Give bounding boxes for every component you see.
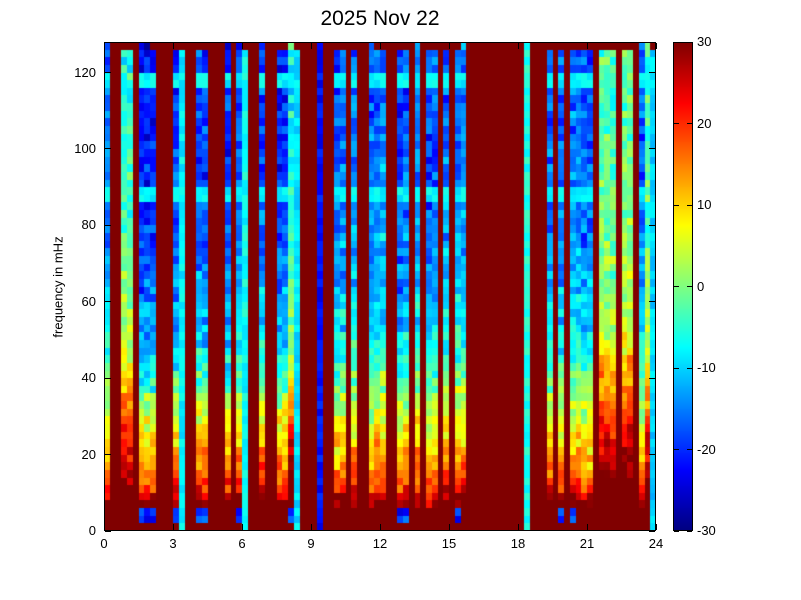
y-tick-mark-right	[649, 148, 655, 150]
y-tick-mark-right	[649, 224, 655, 226]
y-tick-label: 80	[81, 217, 96, 233]
y-tick-mark-right	[649, 72, 655, 74]
x-tick-label: 6	[238, 536, 246, 551]
y-tick-mark	[105, 301, 111, 303]
x-tick-mark	[517, 524, 519, 530]
x-tick-mark	[241, 524, 243, 530]
y-tick-label: 40	[81, 370, 96, 386]
colorbar-tick-mark-right	[687, 449, 692, 450]
x-tick-label: 18	[510, 536, 526, 551]
colorbar-tick-mark	[674, 123, 679, 124]
y-tick-mark	[105, 148, 111, 150]
x-tick-label: 12	[372, 536, 388, 551]
colorbar-tick-mark-right	[687, 123, 692, 124]
y-tick-label: 60	[81, 293, 96, 309]
x-tick-label: 3	[169, 536, 177, 551]
x-tick-label: 24	[648, 536, 664, 551]
y-tick-label: 20	[81, 446, 96, 462]
y-tick-mark	[105, 72, 111, 74]
colorbar-tick-label: 0	[697, 278, 705, 294]
y-tick-mark	[105, 530, 111, 532]
x-tick-mark-top	[655, 43, 657, 49]
colorbar-tick-label: 20	[697, 115, 712, 131]
colorbar-tick-label: -10	[697, 360, 716, 375]
y-tick-label: 120	[74, 64, 96, 80]
y-tick-mark-right	[649, 301, 655, 303]
colorbar-tick-mark	[674, 204, 679, 206]
x-tick-mark	[448, 524, 450, 530]
colorbar-tick-label: 30	[697, 34, 712, 49]
colorbar-canvas	[673, 42, 693, 531]
colorbar-tick-mark	[674, 449, 679, 450]
x-tick-mark-top	[172, 43, 174, 49]
chart-title: 2025 Nov 22	[320, 7, 440, 30]
colorbar-tick-label: -30	[697, 523, 716, 538]
colorbar-tick-label: -20	[697, 441, 716, 457]
x-tick-mark-top	[310, 43, 312, 49]
x-tick-mark-top	[241, 43, 243, 49]
colorbar-tick-mark-right	[687, 286, 692, 287]
y-tick-label: 100	[74, 140, 96, 156]
y-axis-label: frequency in mHz	[50, 236, 66, 338]
x-tick-label: 21	[579, 536, 595, 551]
x-tick-label: 9	[307, 536, 315, 551]
y-tick-label: 0	[88, 523, 96, 538]
y-tick-mark-right	[649, 530, 655, 532]
colorbar-tick-mark-right	[687, 204, 692, 206]
x-tick-label: 0	[100, 536, 108, 551]
colorbar-tick-mark-right	[687, 41, 692, 43]
x-tick-mark-top	[448, 43, 450, 49]
y-tick-mark	[105, 454, 111, 456]
x-tick-mark-top	[379, 43, 381, 49]
colorbar-tick-mark	[674, 286, 679, 287]
y-tick-mark	[105, 377, 111, 379]
x-tick-mark	[655, 524, 657, 530]
x-tick-mark	[586, 524, 588, 530]
colorbar-tick-label: 10	[697, 197, 712, 212]
y-tick-mark-right	[649, 454, 655, 456]
x-tick-label: 15	[441, 536, 457, 551]
x-tick-mark	[172, 524, 174, 530]
x-tick-mark-top	[586, 43, 588, 49]
x-tick-mark-top	[103, 43, 105, 49]
colorbar-tick-mark-right	[687, 530, 692, 532]
y-tick-mark	[105, 224, 111, 226]
colorbar-tick-mark-right	[687, 367, 692, 369]
spectrogram-canvas	[104, 42, 656, 531]
x-tick-mark	[310, 524, 312, 530]
colorbar-tick-mark	[674, 367, 679, 369]
colorbar-tick-mark	[674, 41, 679, 43]
x-tick-mark	[103, 524, 105, 530]
x-tick-mark-top	[517, 43, 519, 49]
x-tick-mark	[379, 524, 381, 530]
y-tick-mark-right	[649, 377, 655, 379]
colorbar-tick-mark	[674, 530, 679, 532]
